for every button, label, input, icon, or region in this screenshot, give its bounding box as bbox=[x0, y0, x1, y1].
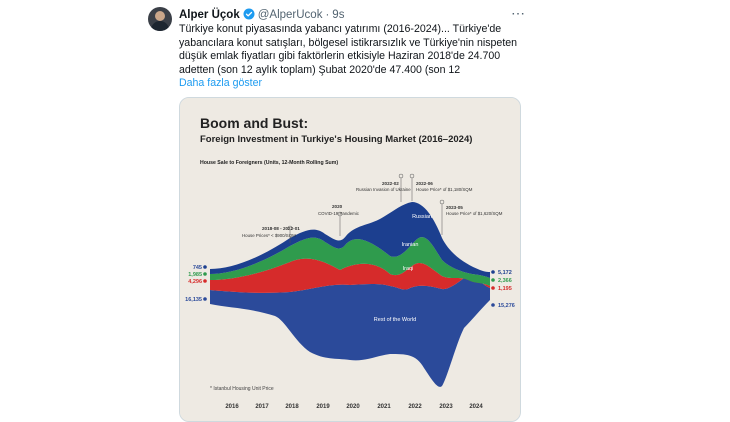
x-tick-2016: 2016 bbox=[225, 404, 239, 410]
chart-subtitle: Foreign Investment in Turkiye's Housing … bbox=[200, 134, 472, 145]
author-handle[interactable]: @AlperUcok bbox=[257, 9, 323, 21]
x-tick-2020: 2020 bbox=[346, 404, 360, 410]
header-separator: · bbox=[325, 9, 330, 21]
chart-ylabel: House Sale to Foreigners (Units, 12-Mont… bbox=[200, 160, 338, 166]
chart-title: Boom and Bust: bbox=[200, 115, 308, 131]
series-label-iranian: Iranian bbox=[402, 242, 419, 248]
annotation-leaders bbox=[287, 173, 445, 243]
annotation-text-4: House Price* of $1,180/SQM bbox=[416, 187, 473, 192]
end-value-rest-of-world: 15,276 bbox=[498, 303, 515, 309]
start-value-iraqi: 4,296 bbox=[188, 279, 202, 285]
series-label-rest-of-world: Rest of the World bbox=[374, 317, 416, 323]
end-value-iranian: 2,366 bbox=[498, 278, 512, 284]
tweet-media-chart[interactable]: Boom and Bust: Foreign Investment in Tur… bbox=[179, 97, 521, 422]
end-value-iraqi: 1,195 bbox=[498, 286, 512, 292]
annotation-date-4: 2022-06 bbox=[416, 181, 433, 186]
area-iranian bbox=[210, 237, 490, 286]
x-tick-2023: 2023 bbox=[439, 404, 453, 410]
area-russian bbox=[210, 202, 490, 278]
tweet-text: Türkiye konut piyasasında yabancı yatırı… bbox=[179, 23, 518, 76]
avatar-body bbox=[151, 21, 169, 31]
end-markers bbox=[491, 270, 495, 307]
show-more-link[interactable]: Daha fazla göster bbox=[179, 77, 263, 89]
x-tick-2019: 2019 bbox=[316, 404, 330, 410]
start-value-rest-of-world: 16,135 bbox=[185, 297, 202, 303]
x-tick-2018: 2018 bbox=[285, 404, 299, 410]
start-value-russian: 745 bbox=[193, 265, 202, 271]
annotation-text-5: House Price* of $1,620/SQM bbox=[446, 211, 503, 216]
x-tick-2021: 2021 bbox=[377, 404, 391, 410]
annotation-text-1: House Prices* < $900/SQM bbox=[242, 233, 296, 238]
annotation-date-1: 2018-08 - 2022-01 bbox=[262, 226, 300, 231]
annotation-text-3: Russian Invasion of Ukraine bbox=[356, 187, 411, 192]
series-label-russian: Russian bbox=[412, 214, 432, 220]
chart-svg: Boom and Bust: Foreign Investment in Tur… bbox=[180, 98, 520, 421]
x-tick-2017: 2017 bbox=[255, 404, 269, 410]
area-rest-of-world bbox=[210, 275, 490, 387]
x-tick-2022: 2022 bbox=[408, 404, 422, 410]
chart-footnote: * Istanbul Housing Unit Price bbox=[210, 386, 274, 392]
annotation-text-2: COVID-19 Pandemic bbox=[318, 211, 360, 216]
author-avatar[interactable] bbox=[148, 7, 172, 31]
more-options-icon[interactable]: ⋯ bbox=[511, 5, 525, 21]
annotation-date-5: 2023-05 bbox=[446, 205, 463, 210]
verified-badge-icon bbox=[243, 8, 255, 23]
start-value-iranian: 1,985 bbox=[188, 272, 202, 278]
author-name[interactable]: Alper Üçok bbox=[179, 9, 240, 21]
tweet-timestamp[interactable]: 9s bbox=[332, 9, 345, 21]
area-iraqi bbox=[210, 258, 490, 293]
annotation-date-3: 2022-02 bbox=[382, 181, 399, 186]
avatar-head bbox=[155, 11, 165, 21]
tweet-header: Alper Üçok @AlperUcok · 9s bbox=[179, 8, 344, 22]
annotation-date-2: 2020 bbox=[332, 204, 343, 209]
x-tick-2024: 2024 bbox=[469, 404, 483, 410]
start-markers bbox=[203, 265, 207, 301]
series-label-iraqi: Iraqi bbox=[403, 266, 414, 272]
end-value-russian: 5,172 bbox=[498, 270, 512, 276]
